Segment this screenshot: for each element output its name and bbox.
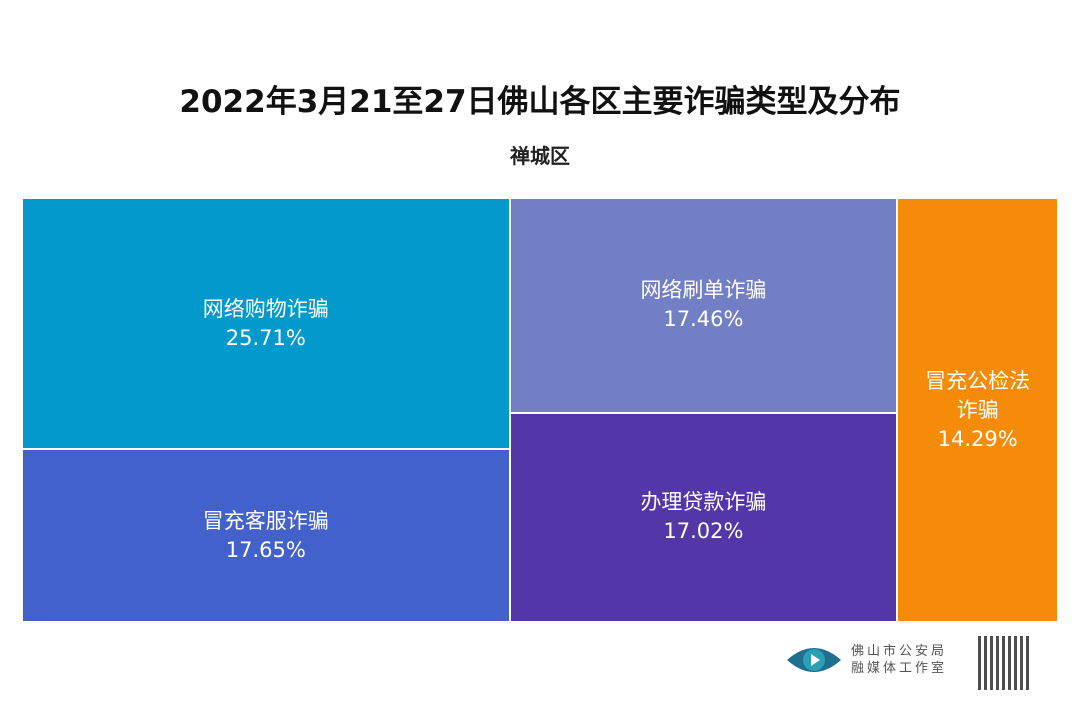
cell-label: 冒充公检法诈骗: [925, 368, 1031, 422]
logo-line1: 佛山市公安局: [851, 644, 948, 659]
logo-line2: 融媒体工作室: [851, 661, 948, 676]
treemap-cell: 冒充客服诈骗 17.65%: [22, 449, 510, 622]
cell-label: 冒充客服诈骗: [202, 508, 329, 533]
cell-value: 17.65%: [225, 537, 306, 562]
treemap: 网络购物诈骗 25.71% 冒充客服诈骗 17.65% 网络刷单诈骗 17.46% 办理贷款…: [22, 198, 1058, 622]
cell-label: 办理贷款诈骗: [640, 490, 767, 515]
logo: 佛山市公安局 融媒体工作室: [785, 640, 947, 680]
cell-label: 网络刷单诈骗: [640, 278, 767, 303]
cell-value: 14.29%: [937, 426, 1018, 451]
treemap-cell: 网络刷单诈骗 17.46%: [509, 198, 898, 413]
eye-logo-icon: [787, 648, 841, 672]
treemap-cell: 网络购物诈骗 25.71%: [22, 198, 510, 450]
cell-value: 17.46%: [663, 307, 744, 332]
cell-label: 网络购物诈骗: [202, 296, 329, 321]
chart-subtitle: 禅城区: [510, 144, 570, 168]
treemap-cell: 冒充公检法诈骗 14.29%: [897, 198, 1058, 622]
treemap-cell: 办理贷款诈骗 17.02%: [509, 412, 898, 622]
chart-title: 2022年3月21至27日佛山各区主要诈骗类型及分布: [179, 84, 901, 120]
cell-value: 17.02%: [663, 519, 744, 544]
cell-value: 25.71%: [225, 325, 306, 350]
qr-code: [978, 636, 1032, 690]
